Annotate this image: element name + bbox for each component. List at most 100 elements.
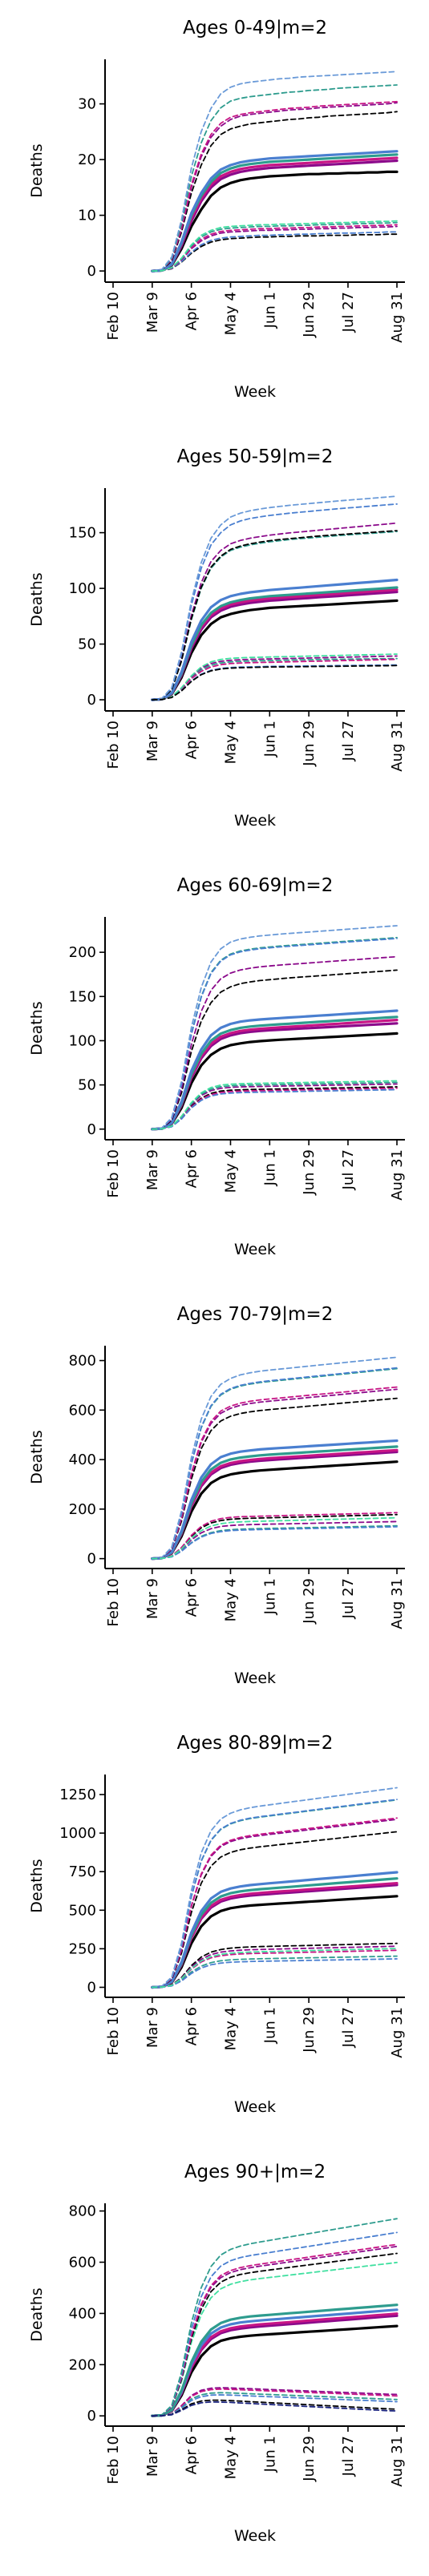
- y-tick-label: 100: [69, 1032, 96, 1049]
- series-line-4: [151, 578, 399, 701]
- x-tick-label: Jun 29: [301, 721, 318, 767]
- series-line-4: [151, 1439, 399, 1561]
- series-line-7: [151, 530, 398, 701]
- x-axis-label: Week: [234, 1670, 276, 1687]
- x-tick-label: Apr 6: [184, 2436, 200, 2474]
- series-line-5: [151, 1397, 398, 1560]
- series-line-14: [151, 1955, 398, 1989]
- chart-title: Ages 70-79|m=2: [177, 1304, 334, 1325]
- y-tick-label: 0: [87, 2408, 96, 2425]
- y-tick-label: 750: [69, 1863, 96, 1880]
- series-line-7: [151, 100, 398, 272]
- chart-panel-2: Ages 60-69|m=2 0 50 100 150 200 Feb 10 Mar 9 Apr…: [28, 875, 406, 1258]
- series-line-12: [151, 1945, 398, 1989]
- x-tick-label: Jun 1: [261, 2007, 278, 2044]
- y-axis-label: Deaths: [28, 1430, 46, 1484]
- series-line-3: [151, 586, 399, 701]
- series-line-10: [151, 657, 398, 701]
- series-line-14: [151, 1524, 398, 1560]
- x-tick-label: Aug 31: [389, 2436, 406, 2487]
- series-line-4: [151, 1009, 399, 1131]
- x-tick-label: Jul 27: [340, 2436, 357, 2477]
- y-tick-label: 0: [87, 1979, 96, 1996]
- x-axis-label: Week: [234, 812, 276, 830]
- x-tick-label: Mar 9: [144, 721, 161, 761]
- series-line-5: [151, 2261, 398, 2417]
- series-line-4: [151, 2303, 399, 2417]
- series-line-0: [151, 2324, 399, 2417]
- x-tick-label: Feb 10: [105, 1149, 122, 1198]
- chart-title: Ages 0-49|m=2: [183, 18, 327, 38]
- x-axis-label: Week: [234, 2098, 276, 2116]
- series-line-10: [151, 2218, 398, 2417]
- x-tick-label: Jun 1: [261, 721, 278, 757]
- chart-panel-4: Ages 80-89|m=2 0 250 500 750 1000 1250 Feb 10 Ma…: [28, 1733, 406, 2116]
- x-tick-label: Aug 31: [389, 1149, 406, 1201]
- x-tick-label: Feb 10: [105, 1578, 122, 1627]
- series-line-0: [151, 1895, 399, 1989]
- series-line-14: [151, 2394, 398, 2417]
- x-tick-label: Jun 29: [301, 292, 318, 338]
- series-line-11: [151, 1942, 398, 1989]
- series-line-6: [151, 2252, 398, 2417]
- series-line-9: [151, 495, 398, 701]
- chart-panel-0: Ages 0-49|m=2 0 10 20 30 Feb 10 Mar 9 Apr 6 May …: [28, 18, 406, 401]
- chart-panel-5: Ages 90+|m=2 0 200 400 600 800 Feb 10 Mar 9 Apr …: [28, 2162, 406, 2545]
- series-line-3: [151, 1015, 399, 1131]
- y-axis-label: Deaths: [28, 143, 46, 197]
- series-line-13: [151, 1520, 398, 1560]
- x-tick-label: Jul 27: [340, 2007, 357, 2048]
- series-line-8: [151, 938, 398, 1130]
- series-line-0: [151, 1032, 399, 1131]
- series-line-8: [151, 84, 398, 272]
- x-tick-label: Apr 6: [184, 292, 200, 330]
- x-tick-label: Aug 31: [389, 292, 406, 343]
- series-line-15: [151, 220, 398, 272]
- series-line-5: [151, 111, 398, 272]
- y-tick-label: 600: [69, 1402, 96, 1419]
- y-tick-label: 200: [69, 1501, 96, 1518]
- series-line-7: [151, 1817, 398, 1989]
- y-tick-label: 100: [69, 580, 96, 597]
- y-tick-label: 600: [69, 2254, 96, 2271]
- series-line-8: [151, 2243, 398, 2417]
- series-line-9: [151, 1799, 398, 1989]
- x-tick-label: Jun 1: [261, 1578, 278, 1615]
- series-line-14: [151, 1088, 398, 1130]
- series-line-16: [151, 1948, 398, 1989]
- x-tick-label: May 4: [222, 1149, 239, 1193]
- x-axis-label: Week: [234, 2527, 276, 2545]
- series-line-9: [151, 925, 398, 1130]
- y-tick-label: 150: [69, 525, 96, 542]
- series-line-11: [151, 2387, 398, 2417]
- series-line-12: [151, 1512, 398, 1560]
- y-tick-label: 800: [69, 1353, 96, 1370]
- series-line-9: [151, 1367, 398, 1560]
- series-line-15: [151, 1526, 398, 1560]
- y-tick-label: 400: [69, 2305, 96, 2322]
- x-tick-label: Jun 1: [261, 2436, 278, 2473]
- series-line-14: [151, 221, 398, 272]
- x-tick-label: Mar 9: [144, 292, 161, 333]
- series-line-10: [151, 233, 398, 272]
- x-tick-label: Jun 1: [261, 292, 278, 329]
- series-line-15: [151, 1958, 398, 1989]
- chart-title: Ages 50-59|m=2: [177, 446, 334, 467]
- series-line-10: [151, 1787, 398, 1989]
- series-line-6: [151, 955, 398, 1130]
- chart-title: Ages 80-89|m=2: [177, 1733, 334, 1754]
- y-tick-label: 500: [69, 1902, 96, 1919]
- x-tick-label: Jul 27: [340, 721, 357, 761]
- y-tick-label: 1250: [59, 1787, 96, 1803]
- y-axis-label: Deaths: [28, 1001, 46, 1055]
- series-line-12: [151, 1087, 398, 1130]
- series-line-6: [151, 1819, 398, 1989]
- x-tick-label: Jul 27: [340, 1149, 357, 1190]
- x-tick-label: May 4: [222, 1578, 239, 1621]
- y-tick-label: 400: [69, 1452, 96, 1468]
- series-line-5: [151, 969, 398, 1130]
- series-line-15: [151, 2399, 398, 2417]
- y-axis-label: Deaths: [28, 1859, 46, 1912]
- series-line-0: [151, 599, 399, 701]
- x-tick-label: Jul 27: [340, 292, 357, 333]
